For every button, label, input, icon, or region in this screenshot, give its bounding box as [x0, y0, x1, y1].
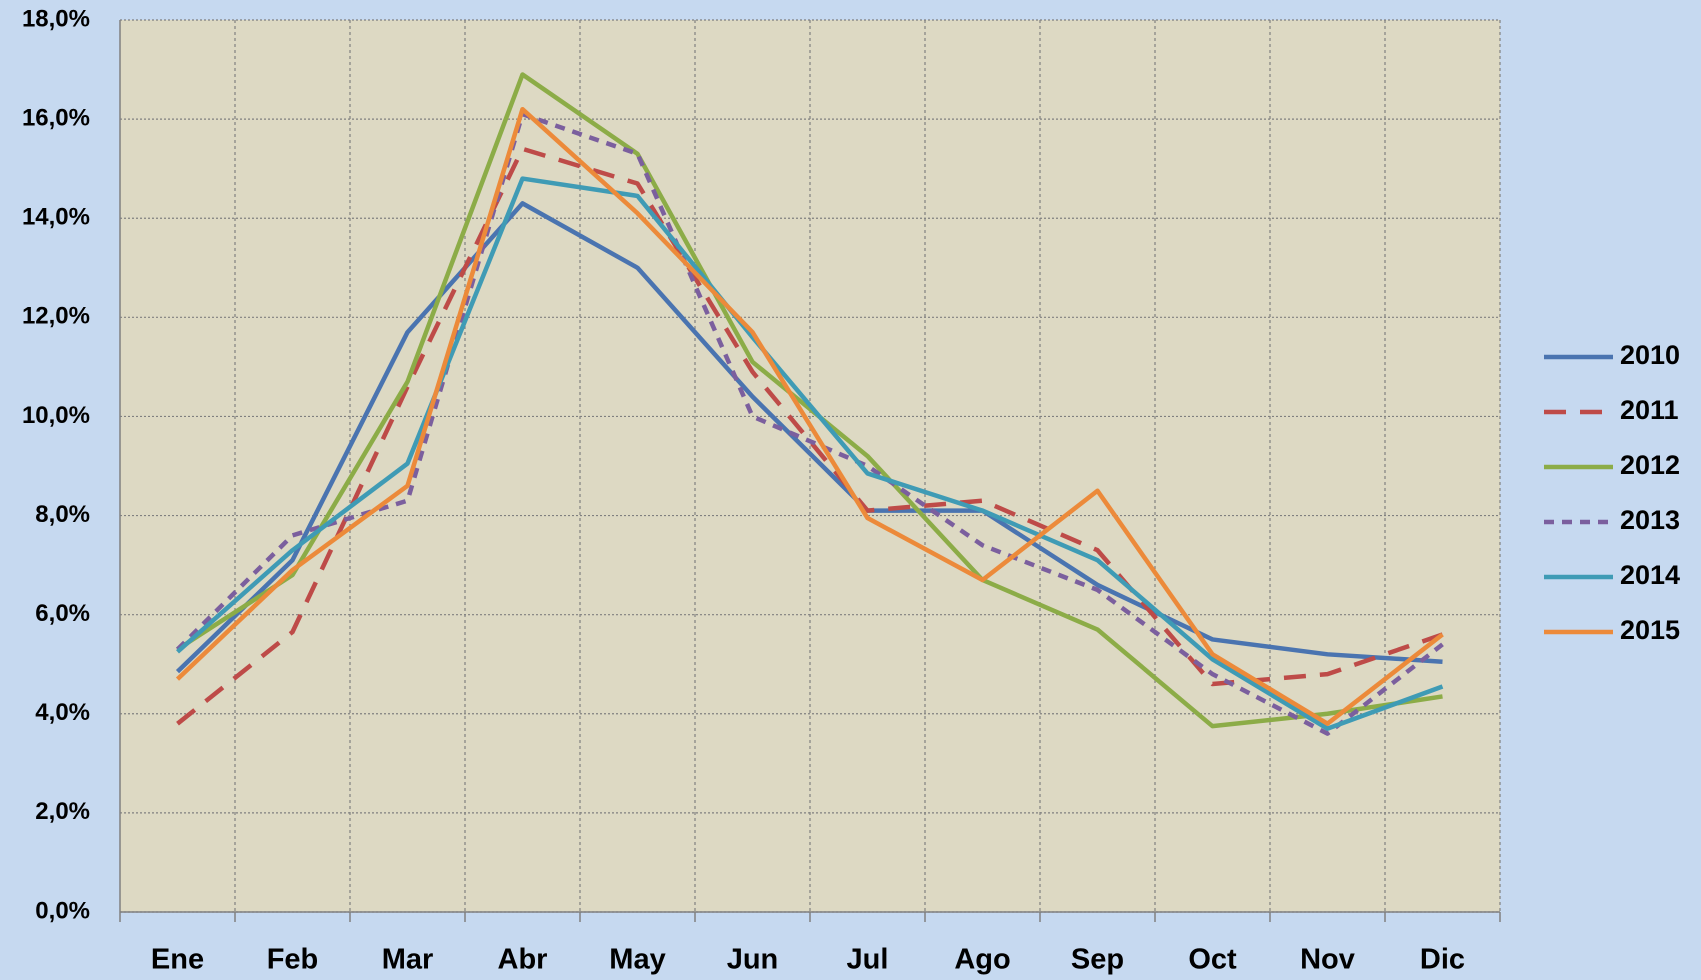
legend-label: 2015 — [1620, 615, 1680, 645]
x-tick-label: Ago — [954, 944, 1010, 976]
x-tick-label: Oct — [1188, 944, 1237, 976]
x-tick-label: Jun — [727, 944, 779, 976]
y-tick-label: 2,0% — [35, 798, 90, 825]
x-tick-label: Jul — [847, 944, 889, 976]
x-tick-label: Abr — [498, 944, 548, 976]
y-tick-label: 12,0% — [22, 303, 90, 330]
y-tick-label: 8,0% — [35, 501, 90, 528]
series-line — [176, 72, 1443, 729]
series-line — [176, 176, 1444, 731]
x-tick-label: Ene — [151, 944, 204, 976]
y-tick-label: 0,0% — [35, 897, 90, 924]
legend-label: 2013 — [1620, 505, 1680, 535]
x-tick-label: Dic — [1420, 944, 1465, 976]
legend-label: 2011 — [1620, 395, 1679, 425]
series-line — [175, 201, 1443, 674]
y-tick-label: 16,0% — [22, 104, 90, 131]
x-tick-label: Feb — [267, 944, 319, 976]
x-tick-label: Sep — [1071, 944, 1124, 976]
y-tick-label: 10,0% — [22, 402, 90, 429]
legend-label: 2014 — [1620, 560, 1680, 590]
legend-label: 2012 — [1620, 450, 1680, 480]
x-tick-label: May — [609, 944, 665, 976]
series-line — [175, 106, 1444, 726]
x-tick-label: Mar — [382, 944, 434, 976]
legend-label: 2010 — [1620, 340, 1680, 370]
series-line — [175, 111, 1444, 736]
y-tick-label: 6,0% — [35, 600, 90, 627]
y-tick-label: 4,0% — [35, 699, 90, 726]
y-tick-label: 18,0% — [22, 5, 90, 32]
y-tick-label: 14,0% — [22, 204, 90, 231]
x-tick-label: Nov — [1300, 944, 1355, 976]
